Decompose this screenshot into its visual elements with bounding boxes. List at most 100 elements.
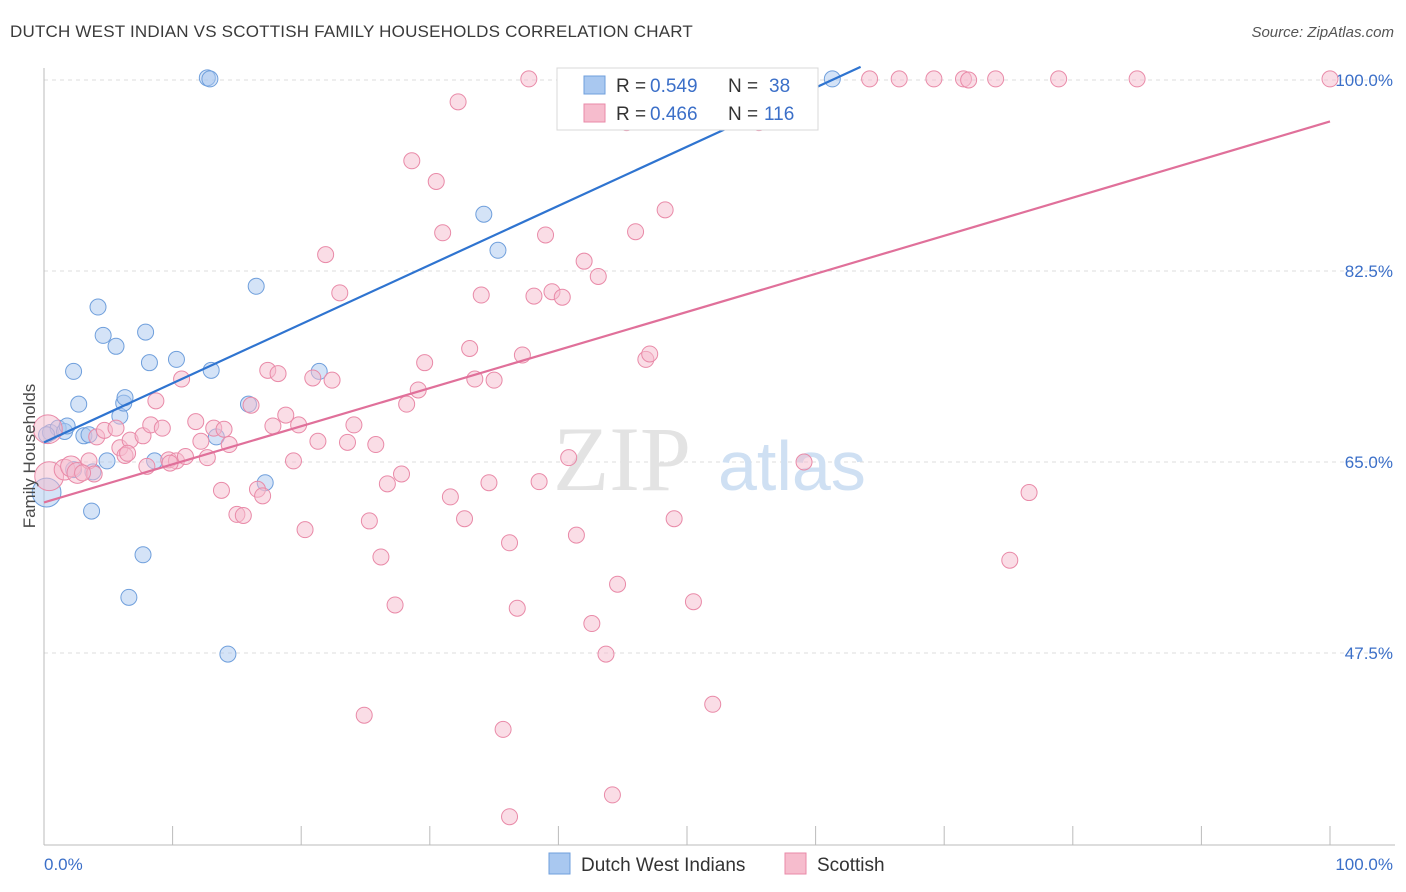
scottish-point (1001, 551, 1019, 569)
dutch-west-indian-point (167, 350, 185, 368)
scottish-point (187, 413, 205, 431)
scottish-point (684, 593, 702, 611)
scottish-point (960, 71, 978, 89)
dutch-west-indian-point (134, 546, 152, 564)
dutch-west-indian-point (489, 241, 507, 259)
scottish-point (530, 473, 548, 491)
scottish-point (525, 287, 543, 305)
scottish-point (331, 284, 349, 302)
scottish-point (665, 510, 683, 528)
x-tick-label: 100.0% (1335, 855, 1393, 874)
legend-r-label-blue: R = (616, 76, 646, 97)
legend-n-value-pink: 116 (764, 104, 794, 125)
scottish-point (861, 70, 879, 88)
scottish-point (795, 453, 813, 471)
dutch-west-indian-point (137, 323, 155, 341)
scottish-point (254, 487, 272, 505)
dutch-west-indian-point (219, 645, 237, 663)
scottish-point (360, 512, 378, 530)
legend-n-label-pink: N = (728, 104, 758, 125)
scottish-point (74, 464, 92, 482)
series-legend-swatch-blue (548, 852, 571, 875)
scottish-point (242, 396, 260, 414)
dutch-west-indian-point (201, 70, 219, 88)
legend-r-label-pink: R = (616, 104, 646, 125)
scottish-point (416, 354, 434, 372)
scottish-point (317, 246, 335, 264)
scottish-point (537, 226, 555, 244)
scottish-point (494, 720, 512, 738)
series-legend: Dutch West Indians Scottish (548, 852, 885, 876)
scottish-point (323, 371, 341, 389)
dutch-west-indian-point (107, 337, 125, 355)
scottish-point (480, 474, 498, 492)
legend-r-value-pink: 0.466 (650, 104, 698, 125)
scottish-point (338, 433, 356, 451)
scottish-point (987, 70, 1005, 88)
legend-n-value-blue: 38 (769, 76, 790, 97)
scottish-point (378, 475, 396, 493)
scottish-point (575, 252, 593, 270)
chart-title: DUTCH WEST INDIAN VS SCOTTISH FAMILY HOU… (10, 22, 694, 41)
legend-swatch-blue (583, 75, 606, 95)
y-tick-label: 65.0% (1345, 453, 1393, 472)
scottish-point (583, 615, 601, 633)
scottish-point (147, 392, 165, 410)
legend-swatch-pink (583, 103, 606, 123)
points-layer (31, 69, 1339, 826)
scottish-point (1128, 70, 1146, 88)
legend-n-label-blue: N = (728, 76, 758, 97)
scottish-point (386, 596, 404, 614)
scottish-point (704, 695, 722, 713)
scottish-point (441, 488, 459, 506)
dutch-west-indian-point (89, 298, 107, 316)
y-axis-label: Family Households (20, 384, 39, 529)
scottish-point (119, 444, 137, 462)
scottish-point (520, 70, 538, 88)
scottish-point (656, 201, 674, 219)
watermark-atlas: atlas (718, 427, 866, 505)
source-note: Source: ZipAtlas.com (1251, 24, 1394, 41)
scottish-point (1050, 70, 1068, 88)
scottish-point (641, 345, 659, 363)
grid-layer (44, 79, 1390, 654)
scottish-point (153, 419, 171, 437)
scottish-point (345, 416, 363, 434)
series-legend-label-pink: Scottish (817, 855, 885, 876)
scottish-point (508, 599, 526, 617)
correlation-legend: R = 0.549 N = 38 R = 0.466 N = 116 (556, 67, 819, 131)
y-tick-label: 82.5% (1345, 262, 1393, 281)
scottish-point (296, 521, 314, 539)
scottish-point (355, 706, 373, 724)
y-tick-label: 47.5% (1345, 644, 1393, 663)
scottish-point (1020, 484, 1038, 502)
dutch-west-indian-point (65, 362, 83, 380)
scottish-point (560, 449, 578, 467)
scottish-trendline (43, 120, 1331, 504)
legend-r-value-blue: 0.549 (650, 76, 698, 97)
scottish-point (277, 406, 295, 424)
scottish-point (284, 452, 302, 470)
series-legend-label-blue: Dutch West Indians (581, 855, 745, 876)
scottish-point (372, 548, 390, 566)
series-legend-swatch-pink (784, 852, 807, 875)
dutch-west-indian-point (94, 326, 112, 344)
scottish-point (890, 70, 908, 88)
scottish-point (309, 432, 327, 450)
scottish-point (192, 432, 210, 450)
scottish-point (597, 645, 615, 663)
scottish-point (234, 506, 252, 524)
scottish-point (367, 436, 385, 454)
scottish-point (107, 419, 125, 437)
scottish-point (212, 481, 230, 499)
scottish-point (603, 786, 621, 804)
scottish-point (553, 288, 571, 306)
scottish-point (427, 173, 445, 191)
scottish-point (403, 152, 421, 170)
scottish-point (925, 70, 943, 88)
scottish-point (1321, 70, 1339, 88)
scottish-point (456, 510, 474, 528)
scottish-point (304, 369, 322, 387)
scottish-point (434, 224, 452, 242)
